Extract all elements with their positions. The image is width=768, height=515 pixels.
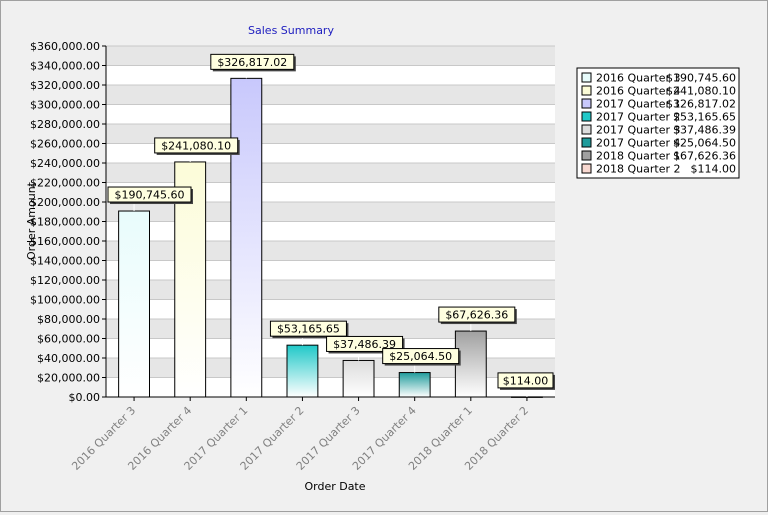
legend-value: $53,165.65 [673,111,736,124]
value-label-box [438,306,516,323]
value-label-box [382,348,460,365]
y-tick-label: $20,000.00 [37,372,100,385]
y-tick-label: $240,000.00 [30,157,100,170]
bar [118,210,150,398]
legend-swatch [581,85,592,96]
value-label-box [154,137,239,154]
value-label: $53,165.65 [277,323,340,336]
legend-box [576,67,740,179]
legend-label: 2017 Quarter 1 [596,98,680,111]
plot-band [106,280,555,300]
legend-label: 2017 Quarter 4 [596,137,680,150]
plot-band [106,377,555,397]
legend-value: $67,626.36 [673,150,736,163]
bar [230,77,263,398]
plot-band [106,104,555,124]
legend-value: $326,817.02 [666,98,736,111]
plot-band [106,260,555,280]
legend-value: $241,080.10 [666,85,736,98]
value-label: $326,817.02 [217,56,287,69]
y-tick-label: $60,000.00 [37,333,100,346]
legend-label: 2018 Quarter 2 [596,163,680,176]
y-tick-label: $300,000.00 [30,99,100,112]
y-tick-label: $160,000.00 [30,235,100,248]
plot-band [106,182,555,202]
legend-label: 2016 Quarter 3 [596,72,680,85]
legend-value: $190,745.60 [666,72,736,85]
plot-band [106,163,555,183]
bar [398,372,431,398]
y-tick-label: $100,000.00 [30,294,100,307]
y-tick-label: $120,000.00 [30,274,100,287]
y-tick-label: $260,000.00 [30,138,100,151]
value-label: $241,080.10 [161,139,231,152]
value-label: $67,626.36 [445,309,508,322]
y-tick-label: $200,000.00 [30,196,100,209]
value-label-box [326,335,404,352]
y-tick-label: $0.00 [69,391,101,404]
legend-swatch [581,111,592,122]
legend-label: 2016 Quarter 4 [596,85,680,98]
legend-swatch [581,72,592,83]
legend-swatch [581,98,592,109]
legend-label: 2018 Quarter 1 [596,150,680,163]
bar [286,344,319,398]
plot-band [106,85,555,105]
x-axis-title: Order Date [304,480,365,493]
plot-band [106,358,555,378]
y-tick-label: $80,000.00 [37,313,100,326]
plot-band [106,221,555,241]
value-label-box [497,372,554,389]
y-tick-label: $360,000.00 [30,40,100,53]
legend-value: $25,064.50 [673,137,736,150]
value-label-box [210,53,295,70]
plot-band [106,241,555,261]
y-tick-label: $280,000.00 [30,118,100,131]
y-tick-label: $340,000.00 [30,60,100,73]
value-labels: $190,745.60 $241,080.10 $326,817.02 $53,165… [107,53,555,397]
legend-label: 2017 Quarter 2 [596,111,680,124]
bar [342,359,375,398]
legend-swatch [581,137,592,148]
y-tick-label: $40,000.00 [37,352,100,365]
legend-value: $37,486.39 [673,124,736,137]
y-axis-title: Order Amount [25,181,38,260]
value-label: $25,064.50 [389,350,452,363]
value-label-box [107,186,192,203]
plot-band [106,65,555,85]
y-tick-label: $140,000.00 [30,255,100,268]
chart-title: Sales Summary [248,24,334,37]
y-axis: $0.00 $20,000.00 $40,000.00 $60,000.00 $80,0… [30,40,106,404]
y-tick-label: $320,000.00 [30,79,100,92]
value-label-box [269,320,347,337]
plot-band [106,202,555,222]
legend-swatch [581,150,592,161]
plot-band [106,46,555,66]
y-tick-label: $180,000.00 [30,216,100,229]
legend-swatch [581,124,592,135]
legend-value: $114.00 [691,163,737,176]
value-label: $114.00 [503,374,549,387]
y-tick-label: $220,000.00 [30,177,100,190]
value-label: $37,486.39 [333,338,396,351]
value-label: $190,745.60 [115,189,185,202]
legend-swatch [581,163,592,174]
legend-label: 2017 Quarter 3 [596,124,680,137]
